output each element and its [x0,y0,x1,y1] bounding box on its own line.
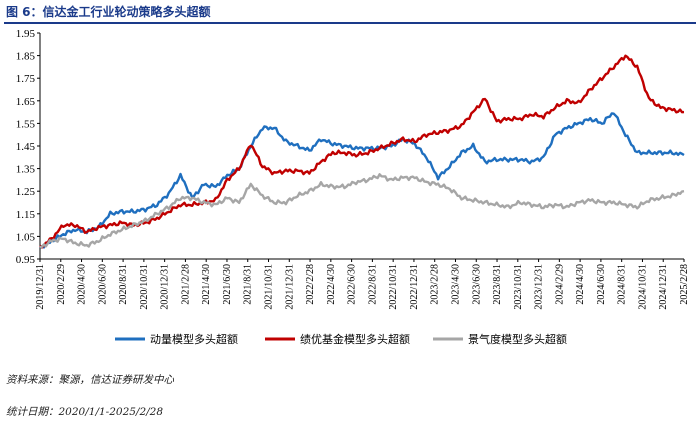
x-tick-label: 2021/10/31 [264,264,275,310]
x-tick-label: 2024/4/30 [575,264,586,305]
y-tick-label: 0.95 [16,254,36,266]
x-tick-label: 2020/10/31 [139,264,150,310]
x-tick-label: 2024/2/29 [554,264,565,305]
x-tick-label: 2022/10/31 [388,264,399,310]
x-tick-label: 2024/8/31 [617,264,628,305]
x-tick-label: 2020/6/30 [97,264,108,305]
x-tick-label: 2024/6/30 [596,264,607,305]
x-tick-label: 2022/12/31 [409,264,420,310]
y-tick-label: 1.45 [16,141,36,153]
title-rule [4,22,696,24]
x-tick-label: 2023/10/31 [513,264,524,310]
series-line-1 [39,112,685,249]
series-line-3 [39,173,685,249]
legend-label-1: 动量模型多头超额 [150,332,238,346]
x-tick-label: 2023/12/31 [534,264,545,310]
x-tick-label: 2022/4/30 [326,264,337,305]
x-tick-label: 2022/6/30 [347,264,358,305]
series-line-2 [39,54,685,249]
x-tick-label: 2021/8/31 [243,264,254,305]
x-tick-label: 2020/2/29 [56,264,67,305]
x-tick-label: 2020/4/30 [77,264,88,305]
y-tick-label: 1.85 [16,51,36,63]
x-tick-label: 2023/6/30 [471,264,482,305]
y-tick-label: 1.15 [16,209,36,221]
x-tick-label: 2021/6/30 [222,264,233,305]
x-tick-label: 2022/8/31 [367,264,378,305]
x-tick-label: 2021/4/30 [201,264,212,305]
series-layer [39,54,685,249]
x-tick-label: 2021/12/31 [284,264,295,310]
date-note: 统计日期：2020/1/1-2025/2/28 [6,406,164,418]
x-tick-label: 2022/2/28 [305,264,316,305]
x-tick-label: 2021/2/28 [180,264,191,305]
y-tick-label: 1.65 [16,96,36,108]
x-tick-label: 2020/12/31 [160,264,171,310]
x-tick-label: 2023/8/31 [492,264,503,305]
axes-layer: 0.95 1.05 1.15 1.25 1.35 1.45 1.55 1.65 1.75 1.85… [16,28,690,310]
y-tick-label: 1.55 [16,118,36,130]
legend: 动量模型多头超额 绩优基金模型多头超额 景气度模型多头超额 [115,332,567,346]
x-tick-label: 2025/2/28 [679,264,690,305]
y-tick-label: 1.05 [16,231,36,243]
x-tick-label: 2023/4/30 [450,264,461,305]
y-tick-label: 1.75 [16,73,36,85]
y-tick-label: 1.35 [16,164,36,176]
x-tick-label: 2019/12/31 [35,264,46,310]
x-tick-label: 2024/12/31 [658,264,669,310]
y-tick-label: 1.25 [16,186,36,198]
source-note: 资料来源：聚源，信达证券研发中心 [6,374,174,386]
x-tick-label: 2024/10/31 [637,264,648,310]
legend-label-2: 绩优基金模型多头超额 [300,332,410,346]
x-tick-label: 2023/2/28 [430,264,441,305]
legend-label-3: 景气度模型多头超额 [468,332,567,346]
x-tick-label: 2020/8/31 [118,264,129,305]
y-tick-label: 1.95 [16,28,36,40]
chart-title: 图 6：信达金工行业轮动策略多头超额 [6,5,211,19]
